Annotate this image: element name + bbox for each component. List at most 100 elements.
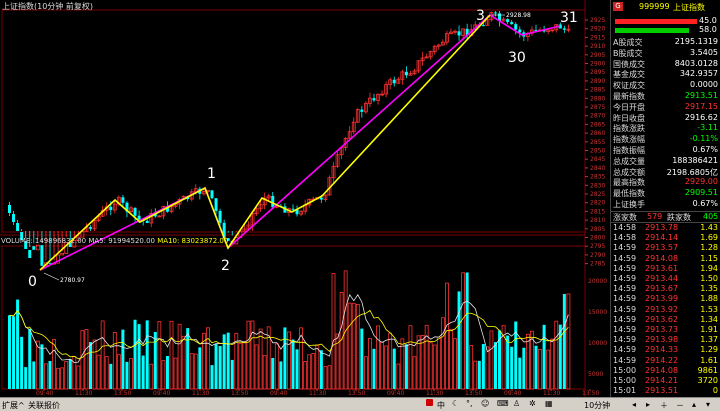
candle-down <box>457 31 461 36</box>
down-count: 405 <box>703 212 719 221</box>
keyboard-icon[interactable]: ⌨ <box>497 399 509 408</box>
price-pane-border <box>1 9 586 233</box>
volume-bar-up <box>206 327 210 390</box>
volume-bar-down <box>506 335 510 389</box>
grid-icon[interactable]: ▦ <box>545 399 553 408</box>
low-price-pointer <box>43 272 60 281</box>
ime-logo-icon[interactable] <box>426 399 433 406</box>
stat-label: 总成交额 <box>613 167 645 177</box>
tick-time: 14:59 <box>613 314 637 324</box>
volume-bar-up <box>343 270 348 390</box>
volume-bar-up <box>550 338 555 390</box>
volume-bar-down <box>283 327 287 389</box>
candle-up <box>72 240 77 248</box>
time-tick-label: 09:40 <box>387 390 404 397</box>
tick-volume: 1.34 <box>700 314 718 324</box>
volume-bar-up <box>56 367 60 390</box>
price-tick-label: 2880 <box>590 95 605 102</box>
time-tick-label: 11:30 <box>75 390 92 397</box>
candle-up <box>201 191 206 195</box>
emoji-icon[interactable]: ☺ <box>481 399 490 408</box>
candle-down <box>319 197 323 200</box>
tick-price: 2913.99 <box>645 294 679 304</box>
volume-bar-up <box>234 332 239 390</box>
volume-bar-up <box>76 365 81 390</box>
tick-price: 2913.44 <box>645 274 679 283</box>
stat-row: 基金成交 342.9357 <box>611 69 720 79</box>
volume-bar-up <box>424 324 429 390</box>
kline-chart[interactable]: 2925292029152910290529002895289028852880… <box>0 0 610 398</box>
volume-bar-down <box>198 347 202 389</box>
tick-time: 14:59 <box>613 335 637 345</box>
zoom-in-icon[interactable]: ＋ <box>660 401 668 410</box>
candle-down <box>514 24 518 30</box>
volume-bar-up <box>258 328 263 390</box>
candle-up <box>396 78 401 84</box>
candle-up <box>35 244 40 251</box>
volume-bar-down <box>32 361 36 389</box>
price-tick-label: 2860 <box>590 130 605 137</box>
volume-bar-up <box>250 320 255 390</box>
volume-bar-down <box>48 360 52 389</box>
volume-bar-down <box>20 336 24 389</box>
candle-up <box>299 210 304 215</box>
candle-up <box>64 242 69 254</box>
time-tick-label: 11:30 <box>543 390 560 397</box>
tick-time: 14:59 <box>613 243 637 253</box>
arrow-right-icon[interactable]: ▸ <box>646 400 651 409</box>
stat-value: 188386421 <box>672 155 718 165</box>
volume-bar-up <box>396 363 401 390</box>
candle-down <box>125 202 129 212</box>
tick-volume: 1.50 <box>700 274 718 283</box>
stat-value: 8403.0128 <box>674 58 718 68</box>
tick-volume: 1.15 <box>700 253 718 263</box>
volume-bar-up <box>104 356 109 390</box>
up-count: 579 <box>647 212 663 221</box>
stat-label: 最低指数 <box>613 189 645 199</box>
volume-bar-down <box>28 328 32 389</box>
tick-row: 14:59 2913.73 1.91 <box>611 325 720 335</box>
time-tick-label: 13:50 <box>348 390 365 397</box>
volume-bar-up <box>84 329 89 390</box>
volume-bar-up <box>380 341 385 390</box>
tick-price: 2913.92 <box>645 304 679 314</box>
volume-bar-up <box>311 353 316 390</box>
candle-up <box>412 70 417 75</box>
volume-bar-up <box>238 342 243 390</box>
volume-bar-down <box>510 346 514 389</box>
volume-bar-up <box>351 302 356 390</box>
arrow-left-icon[interactable]: ◂ <box>632 400 637 409</box>
settings-icon[interactable]: ✲ <box>529 399 536 408</box>
moon-icon[interactable]: ☾ <box>452 399 460 408</box>
tick-price: 2913.67 <box>645 284 679 294</box>
zoom-out-icon[interactable]: － <box>676 401 684 410</box>
tick-volume: 1.35 <box>700 284 718 294</box>
candle-down <box>558 24 562 29</box>
expand-button[interactable]: 扩展^ <box>2 401 25 410</box>
scroll-up-icon[interactable]: ▴ <box>692 400 697 409</box>
time-tick-label: 11:30 <box>426 390 443 397</box>
candle-down <box>534 29 538 31</box>
candle-up <box>323 194 328 200</box>
tick-time: 14:59 <box>613 325 637 334</box>
ime-mode[interactable]: 中 <box>437 401 445 410</box>
volume-bar-up <box>436 336 441 390</box>
candle-down <box>222 222 226 239</box>
volume-bar-down <box>514 321 518 389</box>
candle-down <box>137 215 141 220</box>
volume-bar-up <box>161 360 166 390</box>
tick-price: 2914.33 <box>645 345 679 355</box>
user-icon[interactable]: ♙ <box>513 399 521 408</box>
related-quotes-button[interactable]: 关联报价 <box>28 401 60 410</box>
candle-up <box>428 51 433 58</box>
stat-label: 今日开盘 <box>613 102 645 112</box>
scroll-down-icon[interactable]: ▾ <box>706 400 711 409</box>
candle-up <box>56 254 60 264</box>
volume-bar-down <box>457 291 461 389</box>
stat-row: 指数振幅 0.67% <box>611 145 720 155</box>
sell-ratio-value: 58.0 <box>699 25 717 34</box>
period-label[interactable]: 10分钟 <box>584 401 611 410</box>
tick-volume: 1.61 <box>700 355 718 365</box>
stat-row: 权证成交 0.0000 <box>611 80 720 90</box>
punct-icon[interactable]: °, <box>466 399 473 408</box>
